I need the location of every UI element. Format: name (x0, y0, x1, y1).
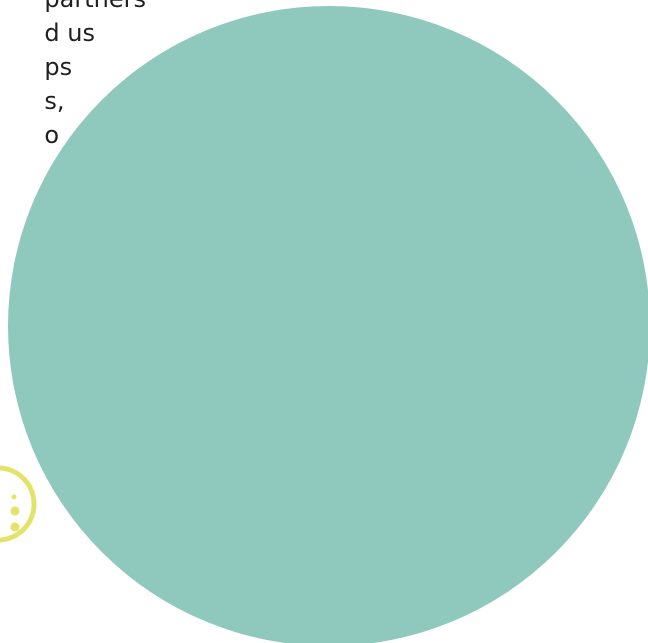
paragraph-line-2: d us (44, 19, 95, 47)
paragraph-line-1: partners (44, 0, 146, 16)
cropped-paragraph: partners d us ps s, o (44, 0, 146, 152)
accent-arc (0, 465, 37, 543)
paragraph-line-3: ps (44, 53, 73, 81)
paragraph-line-4: s, (44, 87, 65, 115)
accent-dot-mid (10, 506, 20, 516)
teal-circle (8, 6, 648, 643)
accent-dot-small (11, 494, 17, 500)
accent-dot-low (10, 522, 20, 532)
paragraph-line-5: o (44, 121, 60, 149)
dotted-arc-decoration-icon (0, 450, 40, 560)
